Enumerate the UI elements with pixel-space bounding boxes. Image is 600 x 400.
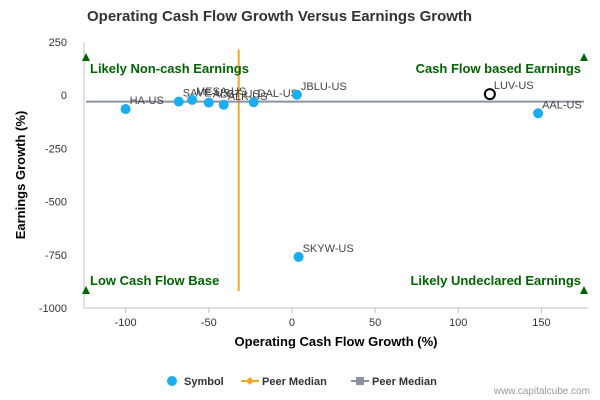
quadrant-labels: Likely Non-cash Earnings Cash Flow based …	[82, 53, 588, 294]
quadrant-label-bottom-left: Low Cash Flow Base	[90, 273, 219, 288]
data-point-label: AAL-US	[542, 99, 582, 111]
data-point	[291, 89, 302, 100]
legend-symbol-marker	[167, 376, 177, 386]
data-point-label: HA-US	[130, 95, 164, 107]
data-point-label: SKYW-US	[303, 243, 354, 255]
quadrant-label-bottom-right: Likely Undeclared Earnings	[410, 273, 581, 288]
legend-label: Peer Median	[262, 376, 327, 388]
data-point	[173, 96, 184, 107]
data-point-label: ALGT-US	[213, 89, 260, 101]
quadrant-arrow-icon	[580, 53, 588, 61]
credit-text: www.capitalcube.com	[493, 386, 590, 397]
data-point	[293, 251, 304, 262]
data-point-label: JBLU-US	[301, 81, 347, 93]
x-tick-label: 150	[532, 317, 550, 329]
y-tick-label: -1000	[39, 303, 67, 315]
quadrant-label-top-right: Cash Flow based Earnings	[416, 61, 581, 76]
quadrant-label-top-left: Likely Non-cash Earnings	[90, 61, 249, 76]
data-point	[120, 104, 131, 115]
data-point-highlight	[483, 88, 496, 101]
legend-square-marker	[356, 377, 364, 385]
x-tick-label: 50	[369, 317, 381, 329]
data-point	[218, 99, 229, 110]
y-tick-label: -500	[45, 197, 67, 209]
data-point	[533, 108, 544, 119]
x-axis-title: Operating Cash Flow Growth (%)	[235, 334, 438, 349]
data-point-label: LUV-US	[494, 80, 534, 92]
x-tick-label: 0	[289, 317, 295, 329]
data-point-label: MESA-US	[196, 86, 246, 98]
x-tick-label: -100	[115, 317, 137, 329]
data-points: HA-USSAVE-USMESA-USALGT-USALK-USDAL-USJB…	[120, 80, 582, 262]
x-tick-label: 100	[449, 317, 467, 329]
legend-label: Peer Median	[372, 376, 437, 388]
chart-title: Operating Cash Flow Growth Versus Earnin…	[87, 8, 472, 25]
data-point-label: DAL-US	[258, 88, 298, 100]
y-tick-label: -750	[45, 250, 67, 262]
legend-diamond-marker	[246, 377, 254, 385]
quadrant-arrow-icon	[82, 53, 90, 61]
y-tick-label: -250	[45, 143, 67, 155]
data-point	[203, 97, 214, 108]
y-axis-ticks: 250 0 -250 -500 -750 -1000	[39, 37, 67, 315]
plot-area	[83, 42, 588, 309]
x-tick-label: -50	[201, 317, 217, 329]
data-point	[187, 94, 198, 105]
y-tick-label: 0	[61, 90, 67, 102]
legend: Symbol Peer Median Peer Median	[167, 376, 437, 388]
quadrant-arrow-icon	[580, 286, 588, 294]
quadrant-arrow-icon	[82, 286, 90, 294]
y-axis-title: Earnings Growth (%)	[13, 111, 28, 240]
y-tick-label: 250	[49, 37, 67, 49]
data-point	[248, 97, 259, 108]
legend-label: Symbol	[184, 376, 224, 388]
x-axis-ticks: -100 -50 0 50 100 150	[115, 308, 551, 329]
peer-median-lines	[86, 49, 584, 291]
